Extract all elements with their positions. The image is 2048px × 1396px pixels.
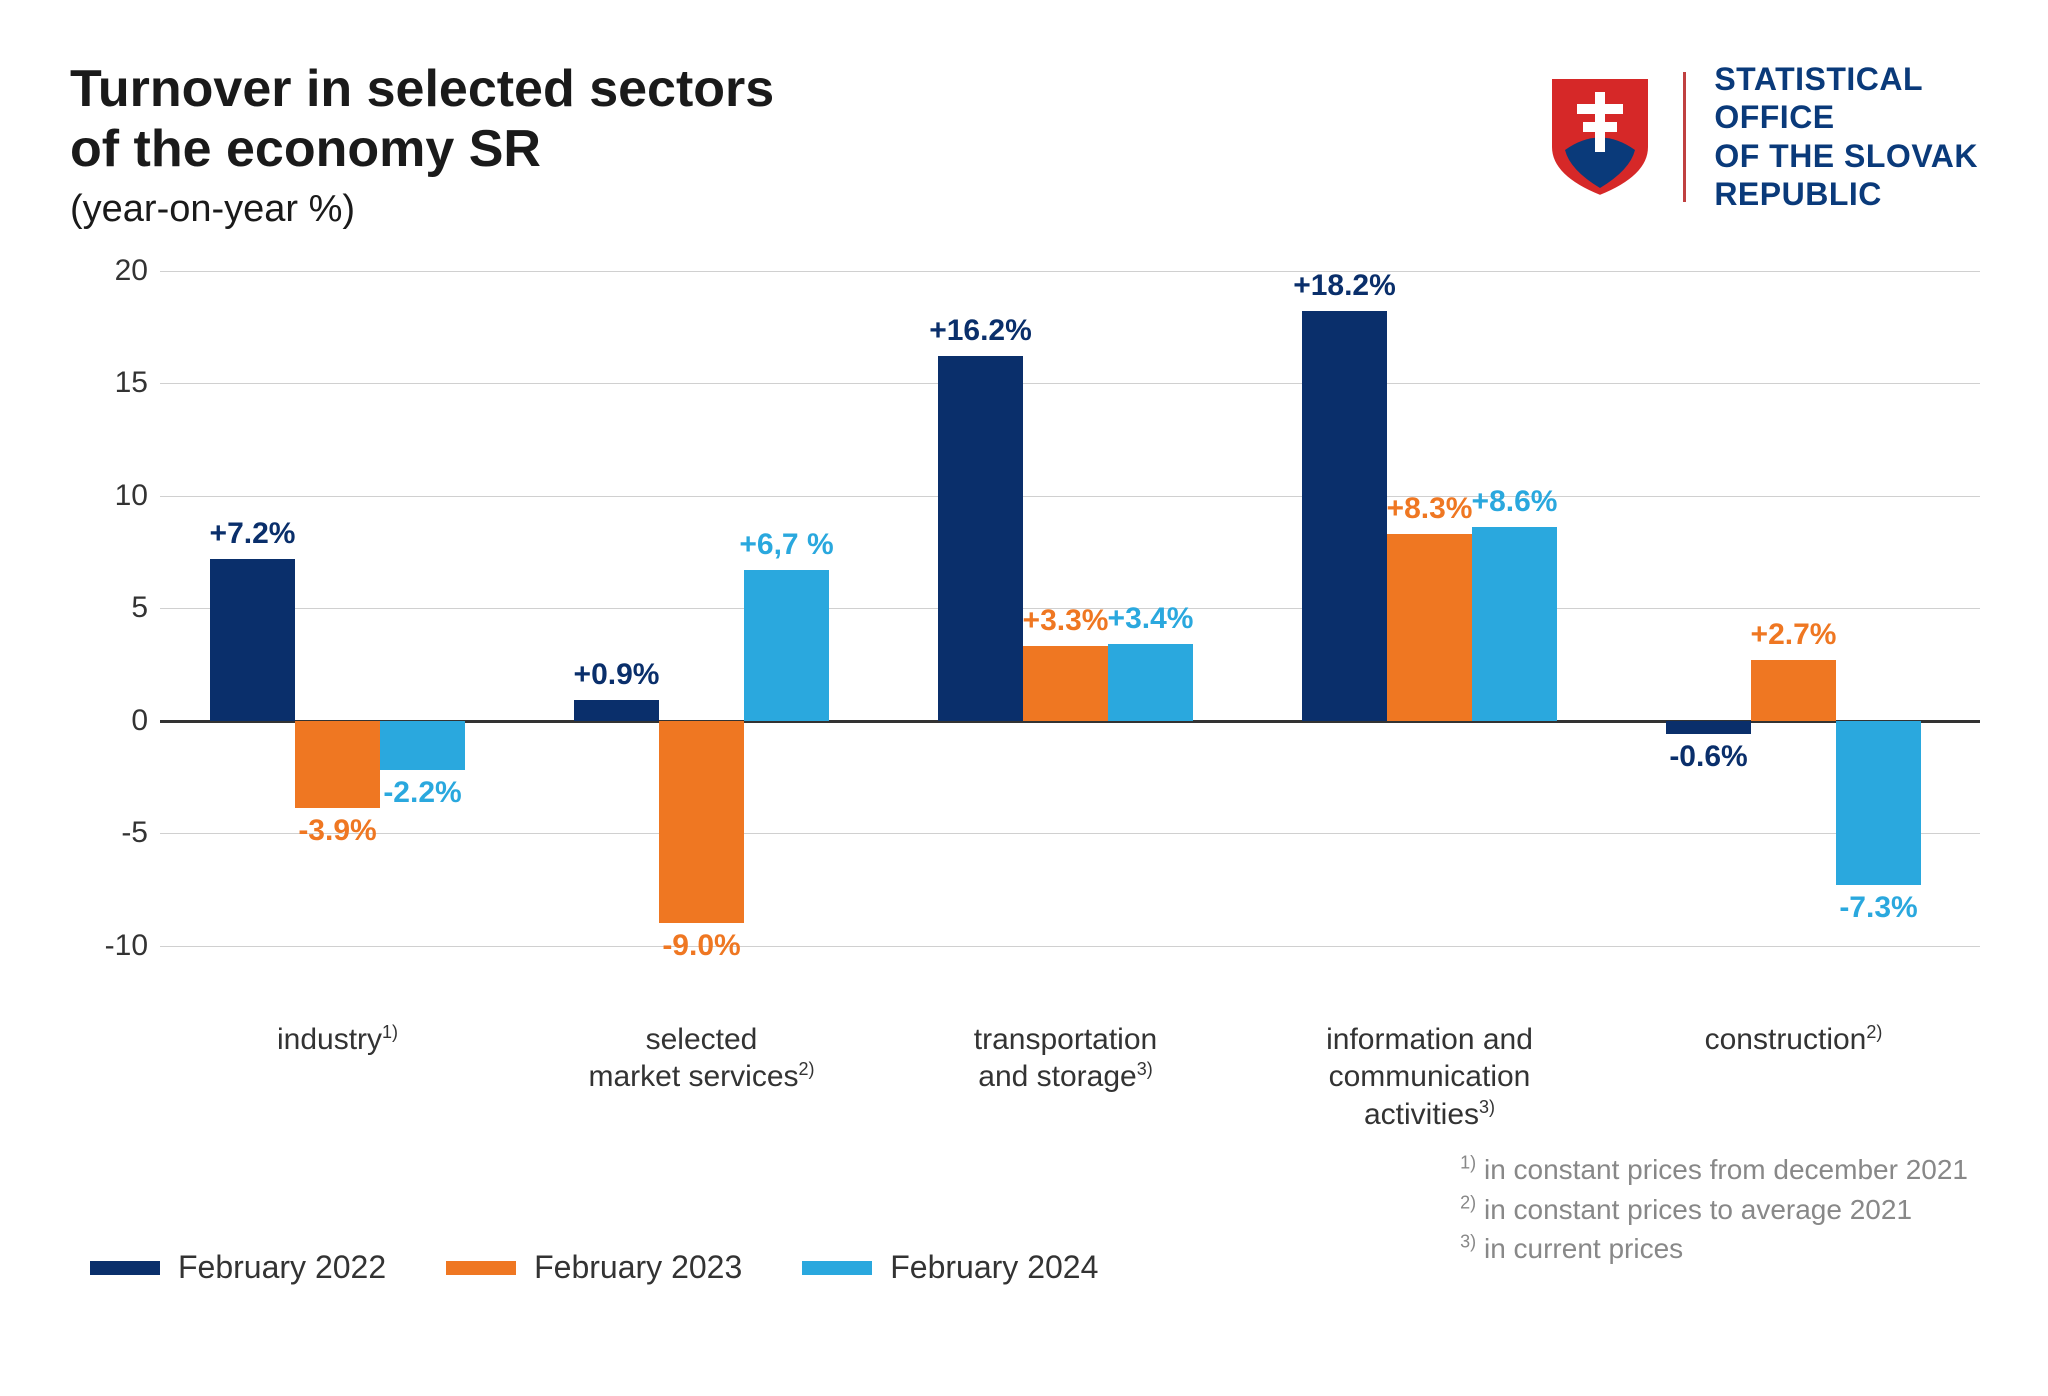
- logo-block: STATISTICAL OFFICE OF THE SLOVAK REPUBLI…: [1545, 60, 1978, 214]
- title-line-1: Turnover in selected sectors: [70, 60, 774, 118]
- bar: [938, 356, 1023, 721]
- legend-swatch: [446, 1261, 516, 1275]
- bar: [574, 700, 659, 720]
- bar: [1387, 534, 1472, 721]
- footnote: 1) in constant prices from december 2021: [1460, 1150, 1968, 1189]
- title-line-2: of the economy SR: [70, 120, 541, 178]
- y-tick: 20: [115, 254, 148, 288]
- bar: [1836, 721, 1921, 885]
- logo-divider: [1683, 72, 1686, 202]
- gridline: [160, 271, 1980, 272]
- gridline: [160, 833, 1980, 834]
- logo-line-1: STATISTICAL: [1714, 61, 1923, 97]
- bar-label: -9.0%: [662, 929, 740, 963]
- bar: [1023, 646, 1108, 720]
- legend-label: February 2022: [178, 1249, 386, 1286]
- x-axis-label: construction2): [1624, 1021, 1964, 1059]
- y-tick: 10: [115, 479, 148, 513]
- x-axis-label: transportationand storage3): [896, 1021, 1236, 1096]
- bar: [380, 721, 465, 771]
- logo-line-3: OF THE SLOVAK: [1714, 138, 1978, 174]
- y-tick: -10: [105, 929, 148, 963]
- x-axis-label: information andcommunicationactivities3): [1260, 1021, 1600, 1134]
- x-axis-label: industry1): [168, 1021, 508, 1059]
- legend-label: February 2024: [890, 1249, 1098, 1286]
- bar-label: +3.4%: [1108, 602, 1194, 636]
- y-tick: 15: [115, 366, 148, 400]
- bar-label: +8.3%: [1387, 492, 1473, 526]
- legend-item: February 2022: [90, 1249, 386, 1286]
- title-block: Turnover in selected sectors of the econ…: [70, 60, 774, 231]
- bar-label: +8.6%: [1472, 485, 1558, 519]
- chart-subtitle: (year-on-year %): [70, 188, 774, 231]
- legend-swatch: [802, 1261, 872, 1275]
- x-axis-label: selectedmarket services2): [532, 1021, 872, 1096]
- bar: [1108, 644, 1193, 721]
- bar-label: +0.9%: [574, 658, 660, 692]
- header: Turnover in selected sectors of the econ…: [70, 60, 1978, 231]
- bar-label: +6,7 %: [739, 528, 833, 562]
- bar-label: +16.2%: [929, 314, 1032, 348]
- bar: [1751, 660, 1836, 721]
- bar: [1472, 527, 1557, 721]
- slovakia-crest-icon: [1545, 72, 1655, 202]
- footnote: 2) in constant prices to average 2021: [1460, 1190, 1968, 1229]
- chart-title: Turnover in selected sectors of the econ…: [70, 60, 774, 180]
- bar: [1302, 311, 1387, 721]
- bar-label: +7.2%: [210, 517, 296, 551]
- plot-area: +7.2% -3.9%-2.2% +0.9% -9.0% +6,7 % +16.2% +3.…: [160, 271, 1980, 991]
- gridline: [160, 383, 1980, 384]
- bar-label: +2.7%: [1751, 618, 1837, 652]
- gridline: [160, 946, 1980, 947]
- bar-label: +3.3%: [1023, 604, 1109, 638]
- logo-line-4: REPUBLIC: [1714, 176, 1882, 212]
- bar-label: -7.3%: [1839, 891, 1917, 925]
- bar: [659, 721, 744, 924]
- legend-item: February 2024: [802, 1249, 1098, 1286]
- bar-label: -3.9%: [298, 814, 376, 848]
- y-tick: 0: [131, 704, 148, 738]
- legend-item: February 2023: [446, 1249, 742, 1286]
- y-tick: 5: [131, 591, 148, 625]
- bar-label: -2.2%: [383, 776, 461, 810]
- legend-swatch: [90, 1261, 160, 1275]
- bar-label: +18.2%: [1293, 269, 1396, 303]
- gridline: [160, 496, 1980, 497]
- bar: [210, 559, 295, 721]
- y-axis: -10-505101520: [70, 271, 160, 991]
- footnote: 3) in current prices: [1460, 1229, 1968, 1268]
- bar: [744, 570, 829, 721]
- logo-text: STATISTICAL OFFICE OF THE SLOVAK REPUBLI…: [1714, 60, 1978, 214]
- bar: [295, 721, 380, 809]
- bar-label: -0.6%: [1669, 740, 1747, 774]
- logo-line-2: OFFICE: [1714, 99, 1834, 135]
- y-tick: -5: [121, 816, 148, 850]
- legend: February 2022 February 2023 February 2024: [90, 1249, 1098, 1286]
- bar: [1666, 721, 1751, 735]
- chart-area: -10-505101520 +7.2%-3.9%-2.2%+0.9%-9.0%+…: [160, 271, 1980, 991]
- footnotes: 1) in constant prices from december 2021…: [1460, 1150, 1968, 1268]
- legend-label: February 2023: [534, 1249, 742, 1286]
